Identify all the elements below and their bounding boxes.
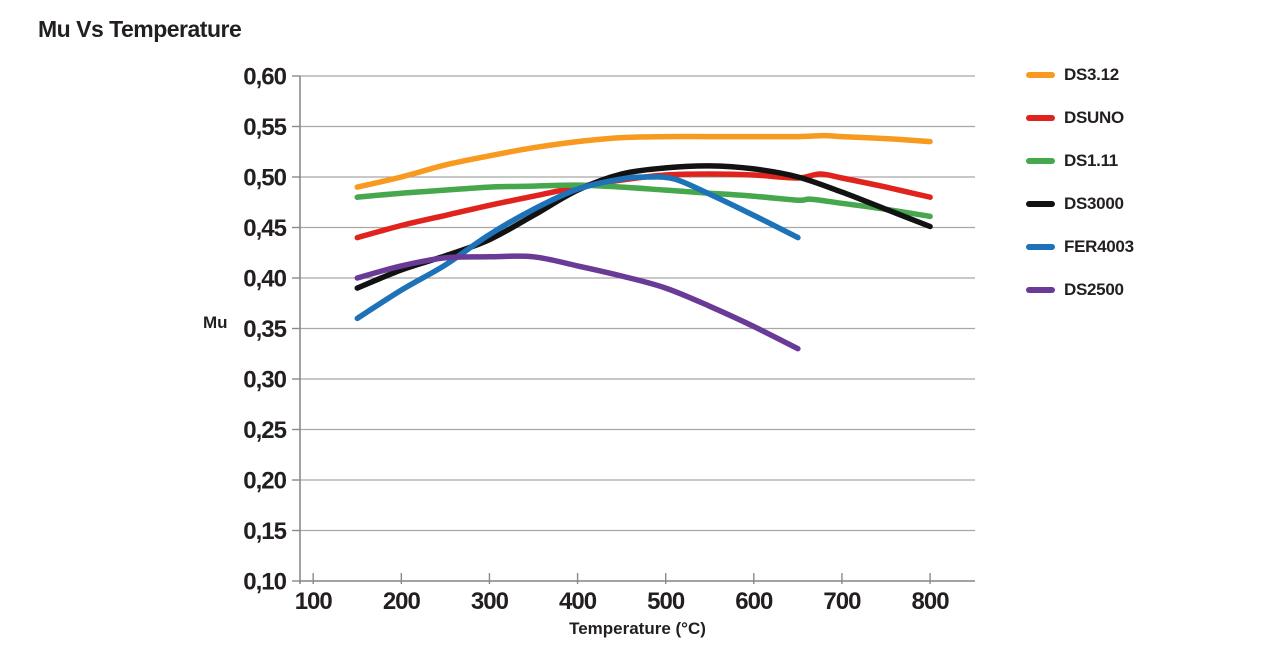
x-tick-label-100: 100 (295, 588, 333, 615)
legend-item-label: DS3.12 (1064, 65, 1119, 84)
series-line-DS1.11 (354, 182, 933, 220)
legend-item-FER4003: FER4003 (1026, 237, 1134, 256)
legend-item-DS1.11: DS1.11 (1026, 151, 1134, 170)
y-tick-label-0,35: 0,35 (243, 316, 286, 343)
y-tick-label-0,50: 0,50 (243, 165, 286, 192)
x-tick-label-800: 800 (912, 588, 950, 615)
legend-swatch-DS1.11 (1026, 158, 1055, 164)
legend-swatch-DS3.12 (1026, 72, 1055, 78)
legend-swatch-FER4003 (1026, 244, 1055, 250)
legend-item-label: FER4003 (1064, 237, 1134, 256)
series-line-DS3000 (354, 163, 933, 291)
series-line-FER4003 (354, 174, 801, 322)
legend-item-DS2500: DS2500 (1026, 280, 1134, 299)
series-line-DS2500 (354, 253, 801, 352)
y-tick-label-0,60: 0,60 (243, 64, 286, 91)
legend-item-DSUNO: DSUNO (1026, 108, 1134, 127)
x-tick-label-200: 200 (383, 588, 421, 615)
legend-item-DS3.12: DS3.12 (1026, 65, 1134, 84)
chart-title: Mu Vs Temperature (38, 16, 242, 42)
x-tick-label-400: 400 (559, 588, 597, 615)
y-tick-label-0,40: 0,40 (243, 266, 286, 293)
x-tick-label-700: 700 (823, 588, 861, 615)
y-tick-label-0,20: 0,20 (243, 468, 286, 495)
legend-swatch-DSUNO (1026, 115, 1055, 121)
y-tick-label-0,25: 0,25 (243, 417, 286, 444)
legend-swatch-DS2500 (1026, 287, 1055, 293)
x-tick-label-500: 500 (647, 588, 685, 615)
legend-item-DS3000: DS3000 (1026, 194, 1134, 213)
y-tick-label-0,10: 0,10 (243, 569, 286, 596)
x-tick-label-300: 300 (471, 588, 509, 615)
y-axis-label: Mu (203, 313, 228, 332)
y-tick-label-0,45: 0,45 (243, 215, 286, 242)
series-line-DS3.12 (354, 132, 933, 190)
legend-item-label: DS3000 (1064, 194, 1124, 213)
x-axis-label: Temperature (°C) (569, 619, 706, 638)
legend: DS3.12 DSUNO DS1.11 DS3000 FER4003 DS2500 (1026, 65, 1134, 299)
legend-item-label: DS1.11 (1064, 151, 1118, 170)
legend-item-label: DS2500 (1064, 280, 1124, 299)
y-tick-label-0,55: 0,55 (243, 114, 286, 141)
y-tick-label-0,30: 0,30 (243, 367, 286, 394)
legend-swatch-DS3000 (1026, 201, 1055, 207)
y-tick-label-0,15: 0,15 (243, 518, 286, 545)
x-tick-label-600: 600 (735, 588, 773, 615)
legend-item-label: DSUNO (1064, 108, 1124, 127)
